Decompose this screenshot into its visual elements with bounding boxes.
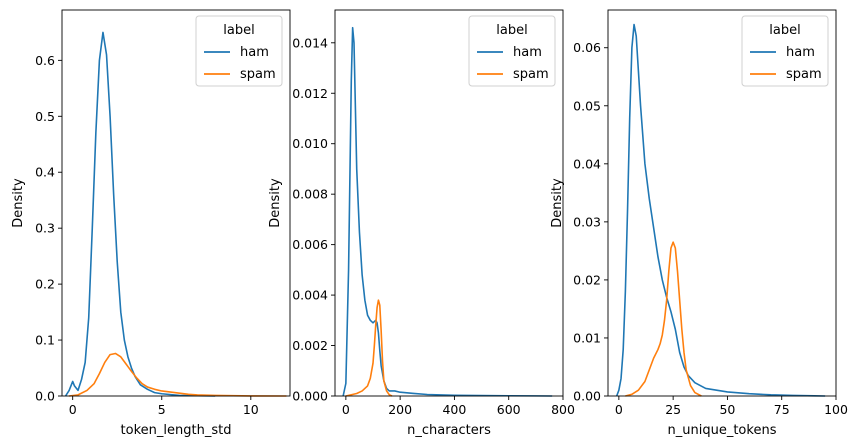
- y-axis-label: Density: [268, 178, 283, 228]
- legend: label ham spam: [195, 15, 283, 87]
- legend-entry-ham: ham: [240, 45, 269, 60]
- series-line-spam: [625, 241, 702, 397]
- y-tick-label: 0.5: [35, 109, 55, 124]
- x-tick-label: 10: [243, 402, 259, 417]
- y-tick-label: 0.04: [573, 156, 601, 171]
- legend: label ham spam: [468, 15, 556, 87]
- chart-panel-1: 0 5 10 0.0 0.1 0.2 0.3 0.4 0.5 0.6 token_length_st…: [11, 9, 291, 438]
- y-tick-label: 0.014: [292, 35, 328, 50]
- x-tick-label: 50: [719, 402, 735, 417]
- legend-title: label: [223, 23, 254, 38]
- y-tick-label: 0.02: [573, 272, 601, 287]
- chart-panel-2: 0 200 400 600 800 0.000 0.002 0.004 0.006 0.008 0.…: [268, 9, 575, 438]
- axes-frame: [334, 9, 564, 397]
- y-tick-label: 0.4: [35, 165, 55, 180]
- legend-title: label: [496, 23, 527, 38]
- y-tick-label: 0.06: [573, 40, 601, 55]
- y-axis-label: Density: [550, 178, 565, 228]
- x-tick-label: 600: [497, 402, 521, 417]
- series-line-ham: [342, 26, 553, 397]
- y-tick-label: 0.012: [292, 86, 328, 101]
- legend-box: [741, 15, 829, 87]
- x-axis-label: n_unique_tokens: [668, 423, 777, 438]
- x-axis-label: token_length_std: [121, 423, 232, 438]
- x-axis-label: n_characters: [407, 423, 491, 438]
- x-tick-label: 800: [551, 402, 575, 417]
- y-axis-label: Density: [11, 178, 26, 228]
- x-tick-label: 400: [442, 402, 466, 417]
- x-tick-label: 5: [158, 402, 166, 417]
- x-tick-label: 0: [342, 402, 350, 417]
- axes-frame: [61, 9, 291, 397]
- y-tick-label: 0.00: [573, 389, 601, 404]
- y-tick-label: 0.002: [292, 338, 328, 353]
- chart-panel-3: 0 25 50 75 100 0.00 0.01 0.02 0.03 0.04 0.05 0.06 n_…: [550, 9, 848, 438]
- x-tick-label: 0: [69, 402, 77, 417]
- legend-entry-spam: spam: [513, 67, 549, 82]
- x-tick-label: 75: [774, 402, 790, 417]
- legend-entry-ham: ham: [513, 45, 542, 60]
- y-tick-label: 0.0: [35, 389, 55, 404]
- axes-frame: [607, 9, 837, 397]
- legend-entry-spam: spam: [240, 67, 276, 82]
- y-tick-label: 0.2: [35, 277, 55, 292]
- y-tick-label: 0.010: [292, 136, 328, 151]
- series-line-ham: [64, 31, 216, 397]
- y-tick-label: 0.03: [573, 214, 601, 229]
- legend-entry-spam: spam: [786, 67, 822, 82]
- series-line-spam: [345, 299, 393, 397]
- legend-box: [195, 15, 283, 87]
- x-tick-label: 0: [615, 402, 623, 417]
- y-tick-label: 0.3: [35, 221, 55, 236]
- y-tick-label: 0.1: [35, 333, 55, 348]
- y-tick-label: 0.000: [292, 389, 328, 404]
- y-tick-label: 0.05: [573, 98, 601, 113]
- legend-title: label: [769, 23, 800, 38]
- series-line-spam: [69, 352, 287, 397]
- series-line-ham: [615, 23, 826, 397]
- x-tick-label: 100: [824, 402, 848, 417]
- y-tick-label: 0.006: [292, 237, 328, 252]
- y-tick-label: 0.004: [292, 288, 328, 303]
- x-tick-label: 200: [388, 402, 412, 417]
- legend: label ham spam: [741, 15, 829, 87]
- legend-box: [468, 15, 556, 87]
- legend-entry-ham: ham: [786, 45, 815, 60]
- y-tick-label: 0.01: [573, 330, 601, 345]
- y-tick-label: 0.6: [35, 53, 55, 68]
- y-tick-label: 0.008: [292, 187, 328, 202]
- x-tick-label: 25: [665, 402, 681, 417]
